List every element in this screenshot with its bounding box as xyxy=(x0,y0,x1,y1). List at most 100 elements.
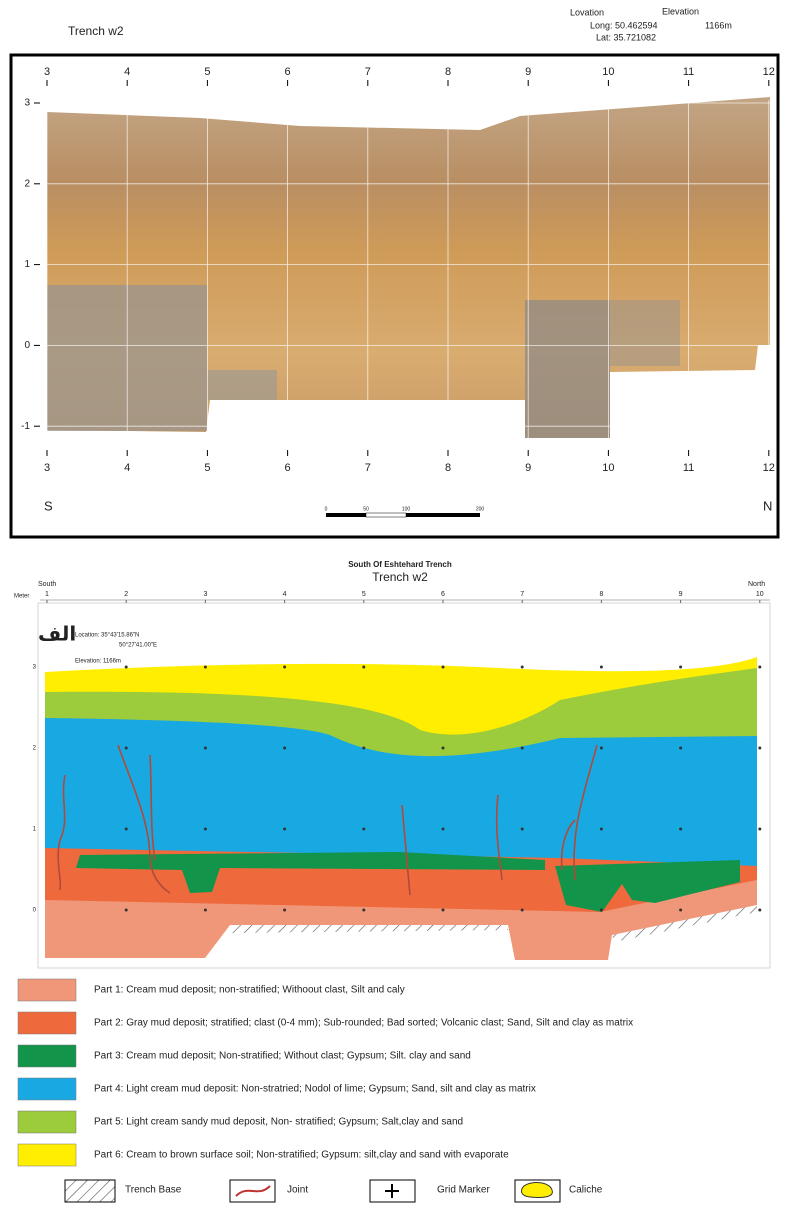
bottom-supertitle: South Of Eshtehard Trench xyxy=(348,560,452,569)
x-tick-label: 3 xyxy=(203,591,207,598)
symbol-swatch xyxy=(65,1180,115,1202)
legend-label: Part 2: Gray mud deposit; stratified; cl… xyxy=(94,1018,633,1029)
y-tick-label: 2 xyxy=(33,746,37,752)
location: Location: 35°43'15.86"N xyxy=(75,633,139,639)
x-tick-label: 6 xyxy=(441,591,445,598)
grid-marker xyxy=(125,666,128,669)
y-tick-label: 2 xyxy=(24,178,30,189)
grid-marker xyxy=(442,666,445,669)
grid-marker xyxy=(521,666,524,669)
top-title: Trench w2 xyxy=(68,24,124,38)
grid-marker xyxy=(362,828,365,831)
x-tick-label: 7 xyxy=(520,591,524,598)
x-tick-label: 10 xyxy=(602,66,614,78)
scale-segment xyxy=(326,513,366,517)
legend-swatch xyxy=(18,1078,76,1100)
x-tick-label: 4 xyxy=(283,591,287,598)
grid-marker xyxy=(442,747,445,750)
grid-marker xyxy=(521,909,524,912)
x-tick-label: 9 xyxy=(525,66,531,78)
x-tick-label: 3 xyxy=(44,66,50,78)
photo-patch xyxy=(610,300,680,366)
x-tick-label: 9 xyxy=(679,591,683,598)
location-2: 50°27'41.00"E xyxy=(119,643,157,649)
y-tick-label: -1 xyxy=(21,421,30,432)
x-tick-label: 2 xyxy=(124,591,128,598)
symbol-caliche xyxy=(522,1183,553,1198)
scale-label: 0 xyxy=(325,506,328,512)
x-tick-label: 12 xyxy=(763,462,775,474)
legend-label: Part 6: Cream to brown surface soil; Non… xyxy=(94,1150,509,1161)
symbol-label: Grid Marker xyxy=(437,1185,490,1196)
legend-label: Part 1: Cream mud deposit; non-stratifie… xyxy=(94,985,405,996)
grid-marker xyxy=(758,909,761,912)
layers xyxy=(45,657,761,960)
x-tick-label: 1 xyxy=(45,591,49,598)
x-tick-label: 10 xyxy=(602,462,614,474)
x-tick-label: 6 xyxy=(285,462,291,474)
photo-patch xyxy=(207,370,277,400)
location-label: Lovation xyxy=(570,7,604,17)
grid-marker xyxy=(442,828,445,831)
y-tick-label: 0 xyxy=(24,340,30,351)
latitude: Lat: 35.721082 xyxy=(596,32,656,42)
x-tick-label: 7 xyxy=(365,66,371,78)
x-tick-label: 5 xyxy=(362,591,366,598)
x-tick-label: 7 xyxy=(365,462,371,474)
symbol-label: Joint xyxy=(287,1185,308,1196)
y-tick-label: 1 xyxy=(33,827,37,833)
x-tick-label: 8 xyxy=(599,591,603,598)
symbol-label: Trench Base xyxy=(125,1185,182,1196)
grid-marker xyxy=(362,909,365,912)
scale-segment xyxy=(406,513,480,517)
x-tick-label: 3 xyxy=(44,462,50,474)
arabic-label: الف xyxy=(38,622,76,646)
legend-label: Part 4: Light cream mud deposit: Non-str… xyxy=(94,1084,536,1095)
grid-marker xyxy=(204,828,207,831)
grid-marker xyxy=(125,828,128,831)
grid-marker xyxy=(521,828,524,831)
grid-marker xyxy=(283,666,286,669)
grid-marker xyxy=(362,666,365,669)
elevation: Elevation: 1166m xyxy=(75,659,121,665)
grid-marker xyxy=(283,909,286,912)
figure: Trench w2 Lovation Long: 50.462594 Lat: … xyxy=(0,0,790,1208)
grid-marker xyxy=(758,828,761,831)
grid-marker xyxy=(600,747,603,750)
grid-marker xyxy=(283,828,286,831)
y-tick-label: 1 xyxy=(24,259,30,270)
grid-marker xyxy=(758,747,761,750)
x-tick-label: 5 xyxy=(204,66,210,78)
grid-marker xyxy=(442,909,445,912)
grid-marker xyxy=(362,747,365,750)
grid-marker xyxy=(679,747,682,750)
south-label: S xyxy=(44,498,53,513)
scale-label: 200 xyxy=(476,506,485,512)
elevation-label: Elevation xyxy=(662,6,699,16)
grid-marker xyxy=(283,747,286,750)
scale-label: 100 xyxy=(402,506,411,512)
scale-label: 50 xyxy=(363,506,369,512)
x-tick-label: 11 xyxy=(683,462,694,474)
elevation: 1166m xyxy=(705,20,732,30)
grid-marker xyxy=(758,666,761,669)
grid-marker xyxy=(600,828,603,831)
grid-marker xyxy=(679,909,682,912)
x-tick-label: 12 xyxy=(763,66,775,78)
grid-marker xyxy=(204,747,207,750)
bottom-title: Trench w2 xyxy=(372,570,428,584)
legend-label: Part 5: Light cream sandy mud deposit, N… xyxy=(94,1117,463,1128)
x-tick-label: 8 xyxy=(445,462,451,474)
x-tick-label: 8 xyxy=(445,66,451,78)
legend: Part 1: Cream mud deposit; non-stratifie… xyxy=(18,979,633,1166)
grid-marker xyxy=(521,747,524,750)
x-tick-label: 6 xyxy=(285,66,291,78)
north-label: N xyxy=(763,498,772,513)
legend-swatch xyxy=(18,1012,76,1034)
scale-segment xyxy=(366,513,406,517)
x-tick-label: 4 xyxy=(124,462,130,474)
scale-bar xyxy=(326,513,480,517)
x-tick-label: 11 xyxy=(683,66,694,78)
y-tick-label: 0 xyxy=(33,908,37,914)
grid-marker xyxy=(600,909,603,912)
